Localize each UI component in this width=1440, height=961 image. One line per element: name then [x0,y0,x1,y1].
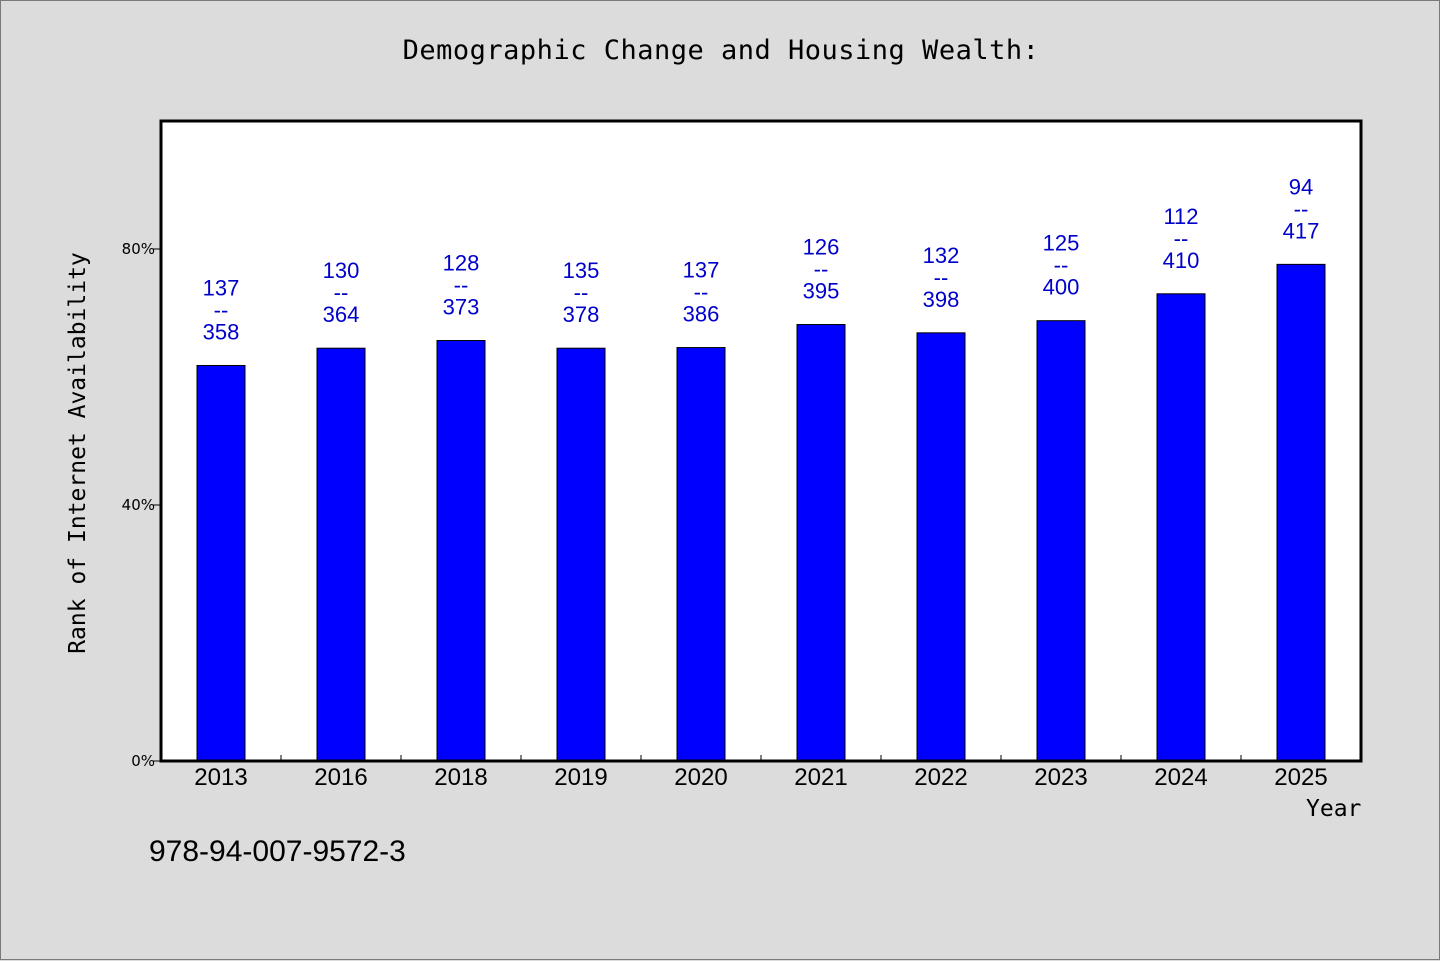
x-tick-label: 2018 [434,764,487,791]
data-label: 386 [683,302,720,327]
plot-border [159,119,1363,763]
data-label: -- [214,297,229,322]
x-tick-label: 2023 [1034,764,1087,791]
bar [316,347,366,762]
bar [436,340,486,762]
y-tick-label: 0% [131,752,155,770]
bar [1156,293,1206,762]
chart-title: Demographic Change and Housing Wealth: [402,35,1040,66]
data-label: -- [1054,253,1069,278]
x-tick-label: 2025 [1274,764,1327,791]
data-label: 132 [923,243,960,268]
y-tick-label: 80% [122,240,155,258]
bar [1036,320,1086,762]
x-tick-label: 2019 [554,764,607,791]
bar [1276,263,1326,762]
data-label: 400 [1043,275,1080,300]
data-label: 128 [443,251,480,276]
data-label: 417 [1283,218,1320,243]
data-label: 137 [683,258,720,283]
x-tick-label: 2022 [914,764,967,791]
data-label: 112 [1163,204,1198,229]
data-label: 125 [1043,231,1080,256]
x-tick-label: 2024 [1154,764,1207,791]
x-axis-label: Year [1306,796,1362,822]
y-axis-label: Rank of Internet Availability [65,252,91,654]
x-tick-label: 2021 [794,764,847,791]
bar [556,347,606,762]
x-tick-label: 2020 [674,764,727,791]
data-label: -- [574,280,589,305]
data-label: 364 [323,302,360,327]
data-label: 398 [923,287,960,312]
data-label: 358 [203,319,240,344]
data-label: 126 [803,235,840,260]
x-tick-label: 2016 [314,764,367,791]
data-label: 378 [563,302,600,327]
y-tick-label: 40% [122,496,155,514]
bar [676,347,726,762]
data-label: 135 [563,258,600,283]
data-label: 137 [203,275,240,300]
x-tick-label: 2013 [194,764,247,791]
data-label: 395 [803,279,840,304]
data-label: -- [454,273,469,298]
data-label: -- [1174,226,1189,251]
data-label: 410 [1163,248,1200,273]
data-label: -- [934,265,949,290]
bar [196,364,246,762]
data-label: 130 [323,258,360,283]
data-label: 94 [1289,174,1313,199]
bar [916,332,966,762]
bar [796,324,846,762]
data-label: 373 [443,295,480,320]
data-label: -- [1294,196,1309,221]
data-label: -- [334,280,349,305]
footnote-isbn: 978-94-007-9572-3 [149,835,406,868]
data-label: -- [694,280,709,305]
data-label: -- [814,257,829,282]
